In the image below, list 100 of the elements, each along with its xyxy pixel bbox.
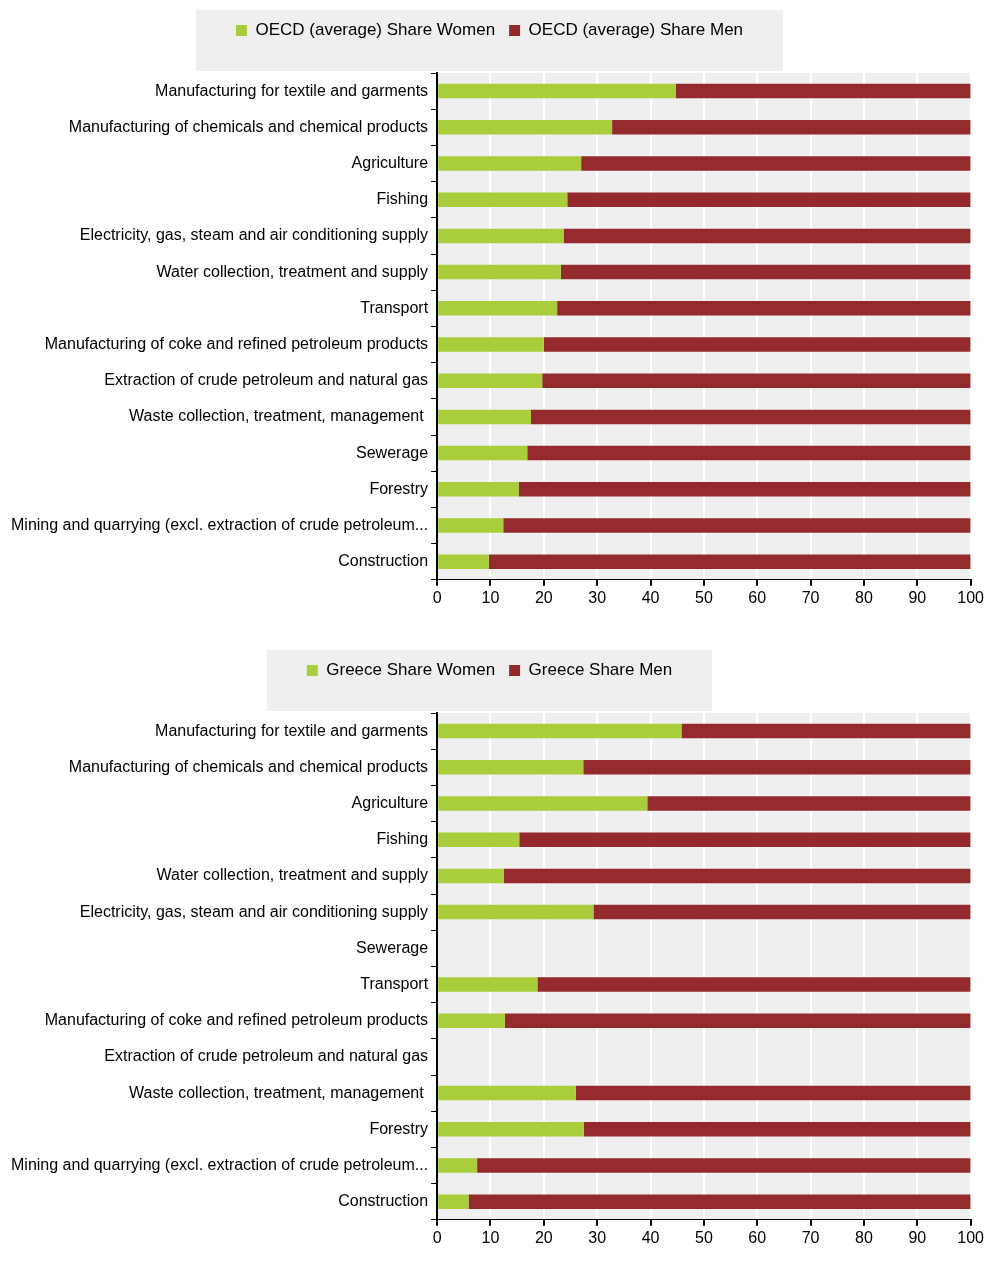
y-tick-label: Water collection, treatment and supply bbox=[156, 262, 429, 280]
bar bbox=[438, 554, 489, 569]
y-tick-label: Forestry bbox=[369, 1119, 429, 1137]
y-tick-label: Agriculture bbox=[351, 793, 429, 811]
bar bbox=[583, 760, 971, 775]
x-tick-label: 30 bbox=[588, 1228, 607, 1246]
x-tick-label: 90 bbox=[908, 588, 927, 606]
y-tick-label: Manufacturing of chemicals and chemical products bbox=[68, 757, 429, 775]
y-tick-label: Mining and quarrying (excl. extraction of crude petroleum... bbox=[11, 1155, 429, 1173]
y-tick-label: Extraction of crude petroleum and natural gas bbox=[104, 371, 429, 389]
bar bbox=[537, 977, 971, 992]
bar bbox=[438, 301, 558, 316]
x-tick-label: 100 bbox=[957, 1228, 985, 1246]
y-tick-label: Mining and quarrying (excl. extraction of crude petroleum... bbox=[11, 515, 429, 533]
bar bbox=[438, 1194, 469, 1209]
x-tick-label: 0 bbox=[432, 588, 442, 606]
y-tick-label: Manufacturing of coke and refined petroleum products bbox=[44, 334, 429, 352]
bar bbox=[503, 518, 971, 533]
y-tick-label: Fishing bbox=[376, 830, 429, 848]
y-tick-label: Transport bbox=[360, 974, 429, 992]
y-tick-label: Electricity, gas, steam and air conditioning supply bbox=[79, 902, 429, 920]
bar bbox=[575, 1085, 971, 1101]
bar bbox=[543, 337, 971, 352]
bar bbox=[438, 904, 594, 920]
bar bbox=[488, 554, 971, 569]
bar bbox=[477, 1158, 971, 1173]
bar bbox=[438, 1013, 505, 1028]
x-tick-label: 10 bbox=[481, 1228, 500, 1246]
x-tick-label: 20 bbox=[534, 588, 553, 606]
bar bbox=[438, 977, 538, 992]
bar bbox=[438, 482, 519, 497]
legend-label: Greece Share Women bbox=[326, 660, 496, 680]
bar bbox=[542, 373, 971, 388]
y-tick-label: Waste collection, treatment, management bbox=[128, 1083, 429, 1101]
y-tick-label: Extraction of crude petroleum and natural gas bbox=[104, 1047, 429, 1065]
x-tick-label: 90 bbox=[908, 1228, 927, 1246]
bar bbox=[438, 832, 520, 847]
x-tick-label: 30 bbox=[588, 588, 607, 606]
x-tick-label: 50 bbox=[694, 588, 713, 606]
bar bbox=[438, 373, 543, 388]
x-tick-label: 40 bbox=[641, 588, 660, 606]
y-tick-label: Construction bbox=[338, 1192, 429, 1210]
bar bbox=[438, 796, 648, 811]
y-tick-label: Agriculture bbox=[351, 153, 429, 171]
bar bbox=[438, 868, 504, 884]
y-tick-label: Fishing bbox=[376, 190, 429, 208]
y-tick-label: Electricity, gas, steam and air conditioning supply bbox=[79, 226, 429, 244]
bar bbox=[681, 723, 971, 739]
x-tick-label: 10 bbox=[481, 588, 500, 606]
x-tick-label: 100 bbox=[957, 588, 985, 606]
y-tick-label: Transport bbox=[360, 298, 429, 316]
x-tick-label: 0 bbox=[432, 1228, 442, 1246]
bar bbox=[438, 156, 582, 171]
bar bbox=[438, 760, 584, 775]
bar bbox=[583, 1122, 971, 1137]
legend-label: Greece Share Men bbox=[528, 660, 673, 680]
y-tick-label: Manufacturing for textile and garments bbox=[155, 81, 429, 99]
bar bbox=[675, 83, 971, 99]
bar bbox=[557, 301, 971, 316]
x-tick-label: 60 bbox=[748, 1228, 767, 1246]
bar bbox=[527, 445, 971, 461]
legend-label: OECD (average) Share Men bbox=[528, 20, 744, 40]
bar bbox=[438, 264, 561, 280]
x-tick-label: 60 bbox=[748, 588, 767, 606]
x-tick-label: 70 bbox=[801, 1228, 820, 1246]
y-tick-label: Manufacturing for textile and garments bbox=[155, 721, 429, 739]
bar bbox=[438, 723, 682, 739]
legend-label: OECD (average) Share Women bbox=[255, 20, 496, 40]
bar bbox=[518, 482, 971, 497]
bar bbox=[438, 337, 544, 352]
bar bbox=[468, 1194, 971, 1209]
x-tick-label: 80 bbox=[855, 1228, 873, 1246]
bar bbox=[438, 228, 564, 244]
bar bbox=[647, 796, 971, 811]
x-tick-label: 20 bbox=[534, 1228, 553, 1246]
y-tick-label: Water collection, treatment and supply bbox=[156, 866, 429, 884]
bar bbox=[438, 1122, 584, 1137]
bar bbox=[438, 83, 676, 99]
bar bbox=[438, 1158, 478, 1173]
y-tick-label: Sewerage bbox=[356, 938, 429, 956]
y-tick-label: Waste collection, treatment, management bbox=[128, 407, 429, 425]
bar bbox=[519, 832, 971, 847]
bar bbox=[567, 192, 971, 207]
x-tick-label: 80 bbox=[855, 588, 873, 606]
bar bbox=[560, 264, 971, 280]
y-tick-label: Manufacturing of coke and refined petroleum products bbox=[44, 1011, 429, 1029]
y-tick-label: Sewerage bbox=[356, 443, 429, 461]
bar bbox=[563, 228, 971, 244]
bar bbox=[438, 192, 568, 207]
y-tick-label: Forestry bbox=[369, 479, 429, 497]
bar bbox=[438, 518, 504, 533]
bar bbox=[504, 1013, 971, 1028]
bar bbox=[438, 445, 528, 461]
bar bbox=[593, 904, 971, 920]
bar bbox=[438, 409, 531, 425]
bar bbox=[438, 1085, 576, 1101]
y-tick-label: Manufacturing of chemicals and chemical products bbox=[68, 117, 429, 135]
bar bbox=[612, 120, 971, 135]
bar bbox=[438, 120, 613, 135]
x-tick-label: 40 bbox=[641, 1228, 660, 1246]
